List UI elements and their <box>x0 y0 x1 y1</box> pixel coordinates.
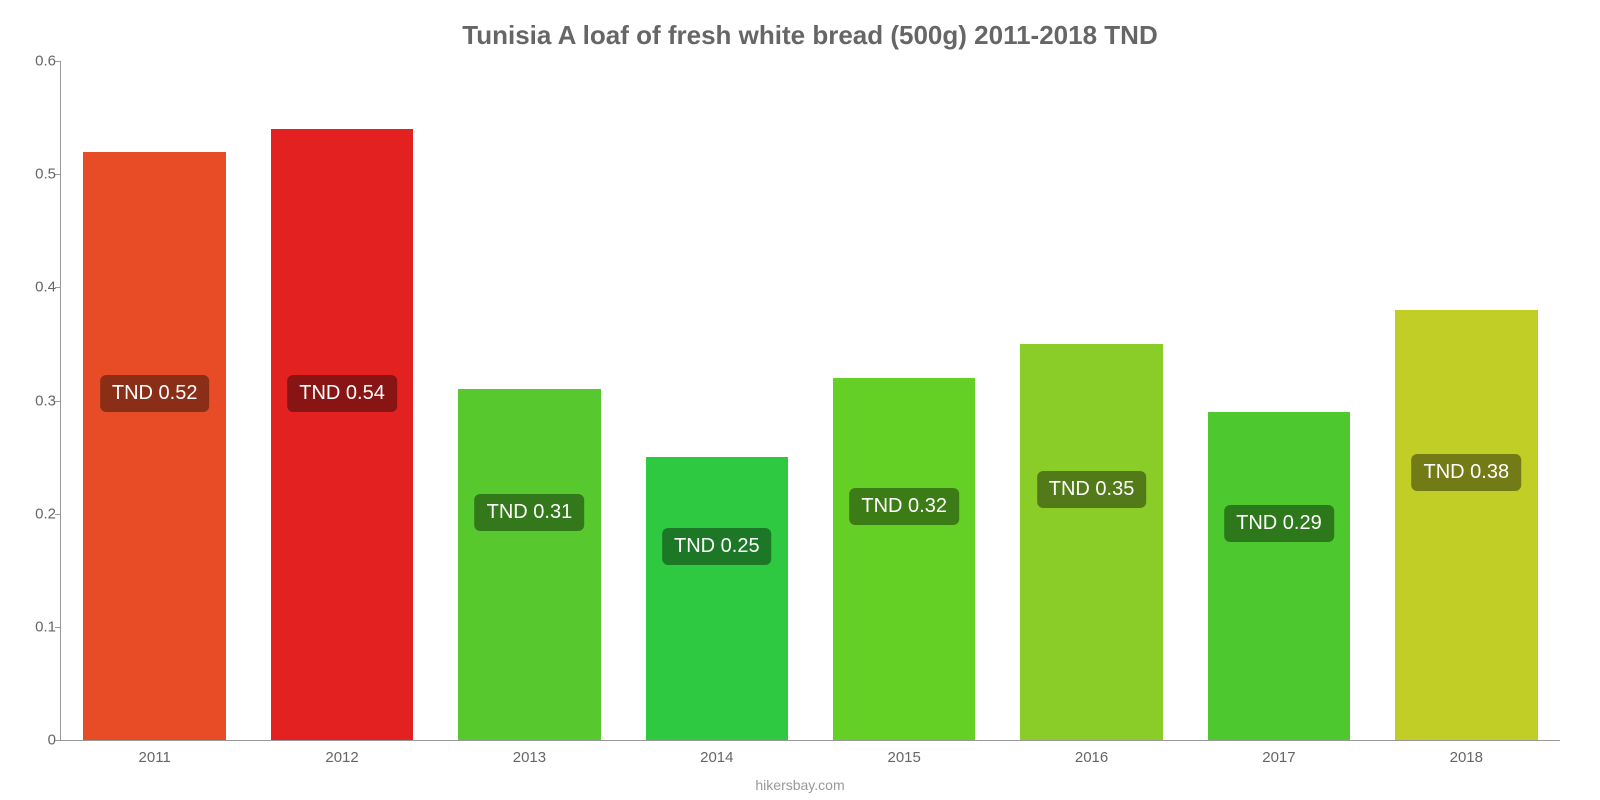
bar-value-label: TND 0.29 <box>1224 505 1334 542</box>
x-tick-label: 2018 <box>1450 749 1483 766</box>
bar <box>83 152 225 740</box>
bar-slot: TND 0.292017 <box>1185 61 1372 740</box>
x-tick-label: 2014 <box>700 749 733 766</box>
bar-value-label: TND 0.52 <box>100 375 210 412</box>
bar <box>1395 310 1537 740</box>
bar-value-label: TND 0.38 <box>1412 454 1522 491</box>
bar-value-label: TND 0.25 <box>662 528 772 565</box>
bar-value-label: TND 0.31 <box>475 494 585 531</box>
bar-value-label: TND 0.32 <box>849 488 959 525</box>
bar <box>1020 344 1162 740</box>
bar-slot: TND 0.382018 <box>1373 61 1560 740</box>
bar-slot: TND 0.542012 <box>248 61 435 740</box>
bar <box>833 378 975 740</box>
y-tick-label: 0.6 <box>11 53 56 70</box>
x-tick-label: 2011 <box>139 749 171 766</box>
chart-title: Tunisia A loaf of fresh white bread (500… <box>60 20 1560 51</box>
bars-row: TND 0.522011TND 0.542012TND 0.312013TND … <box>61 61 1560 740</box>
y-tick-label: 0.3 <box>11 392 56 409</box>
bar-value-label: TND 0.54 <box>287 375 397 412</box>
y-tick-mark <box>55 740 61 741</box>
x-tick-label: 2013 <box>513 749 546 766</box>
bar <box>458 389 600 740</box>
y-tick-label: 0.5 <box>11 166 56 183</box>
chart-container: Tunisia A loaf of fresh white bread (500… <box>0 0 1600 800</box>
x-tick-label: 2017 <box>1262 749 1295 766</box>
y-tick-label: 0.2 <box>11 505 56 522</box>
bar-slot: TND 0.352016 <box>998 61 1185 740</box>
bar-slot: TND 0.312013 <box>436 61 623 740</box>
y-tick-label: 0 <box>11 732 56 749</box>
bar-slot: TND 0.322015 <box>811 61 998 740</box>
source-text: hikersbay.com <box>755 777 844 793</box>
bar <box>646 457 788 740</box>
y-tick-label: 0.1 <box>11 618 56 635</box>
x-tick-label: 2016 <box>1075 749 1108 766</box>
x-tick-label: 2015 <box>888 749 921 766</box>
bar-value-label: TND 0.35 <box>1037 471 1147 508</box>
bar-slot: TND 0.522011 <box>61 61 248 740</box>
bar <box>1208 412 1350 740</box>
plot-area: 00.10.20.30.40.50.6 TND 0.522011TND 0.54… <box>60 61 1560 741</box>
x-tick-label: 2012 <box>325 749 358 766</box>
bar-slot: TND 0.252014 <box>623 61 810 740</box>
bar <box>271 129 413 740</box>
y-tick-label: 0.4 <box>11 279 56 296</box>
